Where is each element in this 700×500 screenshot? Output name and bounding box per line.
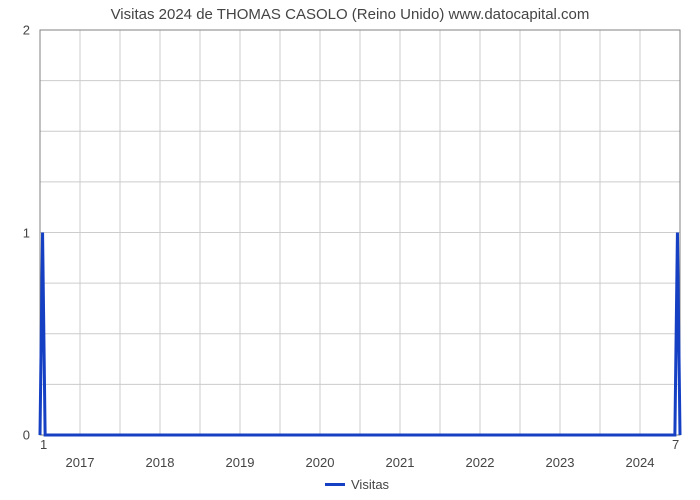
plot-area xyxy=(40,30,680,435)
chart-container: Visitas 2024 de THOMAS CASOLO (Reino Uni… xyxy=(0,0,700,500)
y-tick-label: 2 xyxy=(0,23,30,38)
x-tick-label: 2020 xyxy=(306,455,335,470)
x-tick-label: 2023 xyxy=(546,455,575,470)
x-tick-label: 2022 xyxy=(466,455,495,470)
corner-label-bottom-left: 1 xyxy=(40,437,47,452)
chart-legend: Visitas xyxy=(325,477,389,492)
x-tick-label: 2018 xyxy=(146,455,175,470)
chart-title: Visitas 2024 de THOMAS CASOLO (Reino Uni… xyxy=(0,6,700,23)
plot-svg xyxy=(40,30,680,435)
corner-label-bottom-right: 7 xyxy=(672,437,679,452)
x-tick-label: 2019 xyxy=(226,455,255,470)
x-tick-label: 2024 xyxy=(626,455,655,470)
x-tick-label: 2017 xyxy=(66,455,95,470)
y-tick-label: 0 xyxy=(0,428,30,443)
x-tick-label: 2021 xyxy=(386,455,415,470)
y-tick-label: 1 xyxy=(0,225,30,240)
legend-label: Visitas xyxy=(351,477,389,492)
legend-swatch xyxy=(325,483,345,486)
